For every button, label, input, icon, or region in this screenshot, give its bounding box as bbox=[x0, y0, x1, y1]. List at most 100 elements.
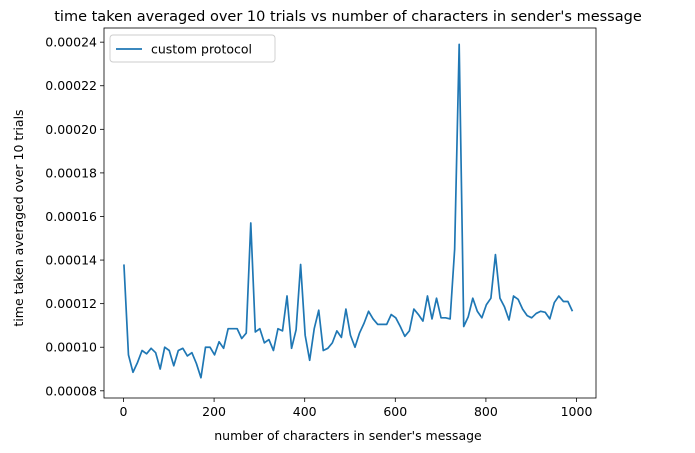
data-point bbox=[159, 368, 161, 370]
data-point bbox=[282, 330, 284, 332]
data-point bbox=[458, 44, 460, 46]
data-point bbox=[526, 315, 528, 317]
data-point bbox=[463, 326, 465, 328]
data-point bbox=[123, 264, 125, 266]
data-point bbox=[549, 318, 551, 320]
data-point bbox=[359, 332, 361, 334]
y-tick-label: 0.00022 bbox=[45, 78, 97, 93]
data-point bbox=[390, 314, 392, 316]
data-point bbox=[141, 350, 143, 352]
data-point bbox=[341, 337, 343, 339]
x-axis-label: number of characters in sender's message bbox=[214, 428, 482, 443]
data-point bbox=[418, 314, 420, 316]
data-point bbox=[164, 346, 166, 348]
data-point bbox=[273, 350, 275, 352]
legend-label: custom protocol bbox=[151, 42, 252, 57]
data-point bbox=[187, 355, 189, 357]
data-point bbox=[318, 309, 320, 311]
x-tick-label: 800 bbox=[474, 404, 498, 419]
ticks-group: 0 200 400 600 800 1000 0.00008 0.00010 0.00012 0.… bbox=[45, 35, 592, 419]
legend-box bbox=[109, 34, 276, 63]
data-point bbox=[504, 306, 506, 308]
data-point bbox=[377, 324, 379, 326]
data-point bbox=[173, 365, 175, 367]
data-point bbox=[454, 248, 456, 250]
data-point bbox=[499, 297, 501, 299]
y-tick-label: 0.00020 bbox=[45, 122, 97, 137]
y-axis-label-group: time taken averaged over 10 trials bbox=[11, 109, 26, 326]
y-tick-label: 0.00012 bbox=[45, 296, 97, 311]
plot-content bbox=[123, 43, 574, 379]
data-point bbox=[535, 313, 537, 315]
data-point bbox=[332, 342, 334, 344]
data-point bbox=[449, 318, 451, 320]
x-tick-label: 0 bbox=[120, 404, 128, 419]
data-point bbox=[209, 346, 211, 348]
data-point bbox=[178, 350, 180, 352]
data-point bbox=[137, 362, 139, 364]
data-point bbox=[268, 339, 270, 341]
data-point bbox=[168, 350, 170, 352]
y-tick-label: 0.00010 bbox=[45, 340, 97, 355]
data-point bbox=[467, 316, 469, 318]
data-point bbox=[214, 354, 216, 356]
data-point bbox=[531, 317, 533, 319]
data-point bbox=[395, 317, 397, 319]
x-tick-label: 600 bbox=[383, 404, 407, 419]
data-point bbox=[372, 318, 374, 320]
data-point bbox=[300, 264, 302, 266]
data-point bbox=[354, 346, 356, 348]
data-point bbox=[336, 330, 338, 332]
data-point bbox=[309, 360, 311, 362]
data-point bbox=[436, 297, 438, 299]
y-tick-label: 0.00008 bbox=[45, 383, 97, 398]
data-point bbox=[440, 317, 442, 319]
data-point bbox=[223, 348, 225, 350]
legend: custom protocol bbox=[109, 34, 276, 63]
data-point bbox=[286, 295, 288, 297]
data-point bbox=[277, 328, 279, 330]
data-point bbox=[481, 317, 483, 319]
data-point bbox=[227, 328, 229, 330]
data-point bbox=[259, 328, 261, 330]
data-point bbox=[345, 308, 347, 310]
data-point bbox=[517, 298, 519, 300]
data-point bbox=[191, 352, 193, 354]
data-point bbox=[513, 295, 515, 297]
data-point bbox=[241, 338, 243, 340]
data-point bbox=[508, 319, 510, 321]
data-point bbox=[495, 254, 497, 256]
y-tick-label: 0.00024 bbox=[45, 35, 97, 50]
data-point bbox=[205, 346, 207, 348]
data-point bbox=[304, 334, 306, 336]
data-point bbox=[196, 363, 198, 365]
data-point bbox=[295, 329, 297, 331]
data-point bbox=[128, 354, 130, 356]
data-point bbox=[409, 330, 411, 332]
x-tick-label: 1000 bbox=[561, 404, 593, 419]
data-point bbox=[472, 297, 474, 299]
data-point bbox=[490, 297, 492, 299]
data-point bbox=[399, 326, 401, 328]
y-tick-label: 0.00014 bbox=[45, 253, 97, 268]
data-point bbox=[422, 320, 424, 322]
data-point bbox=[563, 301, 565, 303]
y-tick-label: 0.00018 bbox=[45, 165, 97, 180]
data-point bbox=[522, 308, 524, 310]
data-point bbox=[350, 334, 352, 336]
x-tick-label: 400 bbox=[293, 404, 317, 419]
data-point bbox=[236, 328, 238, 330]
data-point bbox=[544, 312, 546, 314]
data-point bbox=[150, 348, 152, 350]
data-point bbox=[572, 310, 574, 312]
data-point bbox=[567, 301, 569, 303]
plot-area-frame bbox=[103, 27, 597, 399]
data-point bbox=[245, 332, 247, 334]
data-point bbox=[404, 336, 406, 338]
data-point bbox=[146, 353, 148, 355]
data-point bbox=[386, 324, 388, 326]
data-point bbox=[250, 222, 252, 224]
data-point bbox=[427, 295, 429, 297]
data-point bbox=[132, 371, 134, 373]
